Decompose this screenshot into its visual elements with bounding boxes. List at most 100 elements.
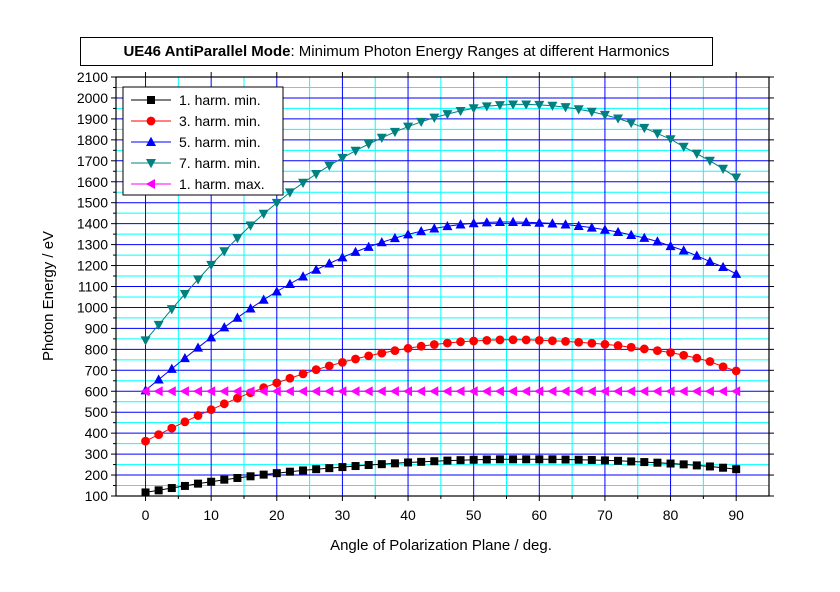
- data-point: [639, 386, 649, 397]
- data-point: [324, 258, 335, 268]
- data-point: [429, 386, 439, 397]
- data-point: [206, 405, 216, 415]
- y-tick-label: 600: [85, 383, 109, 399]
- data-point: [573, 105, 584, 115]
- data-point: [364, 460, 373, 469]
- data-point: [717, 386, 728, 397]
- data-point: [141, 436, 150, 446]
- data-point: [705, 357, 715, 366]
- data-point: [535, 455, 544, 464]
- legend-item-3: 5. harm. min.: [131, 134, 261, 150]
- data-point: [666, 348, 675, 357]
- data-point: [547, 101, 558, 111]
- legend-marker: [145, 179, 155, 189]
- data-point: [678, 142, 689, 152]
- data-point: [192, 386, 203, 397]
- data-point: [482, 455, 491, 464]
- data-point: [351, 354, 360, 364]
- data-point: [402, 386, 413, 397]
- data-point: [719, 463, 728, 472]
- data-point: [718, 164, 729, 174]
- data-point: [272, 469, 281, 478]
- data-point: [495, 335, 505, 345]
- data-point: [179, 352, 190, 363]
- data-point: [494, 216, 505, 226]
- data-point: [481, 102, 492, 112]
- data-point: [586, 222, 597, 232]
- data-point: [548, 336, 557, 346]
- data-point: [692, 353, 702, 363]
- data-point: [653, 458, 662, 467]
- data-point: [338, 357, 347, 367]
- data-point: [390, 459, 399, 468]
- data-point: [258, 209, 269, 220]
- data-point: [403, 229, 414, 239]
- y-tick-label: 1400: [77, 216, 108, 232]
- data-point: [311, 365, 321, 375]
- data-point: [389, 386, 399, 397]
- data-point: [574, 455, 583, 464]
- data-point: [219, 399, 229, 409]
- data-point: [509, 455, 518, 464]
- legend-item-2: 3. harm. min.: [131, 113, 261, 129]
- data-point: [521, 216, 532, 227]
- data-point: [679, 460, 688, 469]
- data-point: [665, 135, 676, 145]
- y-tick-label: 2000: [77, 90, 108, 106]
- data-point: [285, 373, 295, 383]
- data-point: [455, 386, 465, 397]
- y-tick-label: 1100: [78, 279, 108, 295]
- data-point: [416, 225, 427, 236]
- y-tick-label: 1500: [77, 195, 108, 211]
- data-point: [272, 378, 282, 388]
- data-point: [691, 149, 702, 159]
- y-tick-label: 1900: [77, 111, 108, 127]
- data-point: [507, 386, 518, 397]
- x-tick-label: 90: [728, 507, 744, 523]
- data-point: [495, 455, 504, 464]
- data-point: [363, 140, 374, 150]
- data-point: [718, 362, 728, 372]
- data-point: [219, 322, 230, 332]
- y-tick-label: 1700: [77, 153, 108, 169]
- series-2: [141, 335, 741, 446]
- data-point: [455, 106, 466, 117]
- data-point: [232, 386, 242, 397]
- data-point: [442, 386, 452, 397]
- data-point: [666, 459, 675, 468]
- data-point: [704, 256, 715, 266]
- y-tick-label: 400: [85, 425, 109, 441]
- data-point: [258, 386, 268, 397]
- legend-label: 7. harm. min.: [179, 155, 261, 171]
- series-4: [140, 100, 742, 346]
- series-3: [140, 216, 742, 395]
- data-point: [311, 169, 322, 180]
- data-point: [233, 473, 242, 482]
- data-point: [599, 224, 610, 234]
- data-point: [429, 113, 440, 123]
- data-point: [233, 393, 242, 403]
- data-point: [284, 386, 294, 397]
- data-point: [468, 218, 479, 228]
- data-point: [587, 338, 597, 348]
- legend-label: 1. harm. min.: [179, 92, 261, 108]
- data-point: [298, 178, 309, 188]
- data-point: [731, 173, 742, 183]
- data-point: [704, 386, 714, 397]
- data-point: [271, 286, 282, 296]
- y-tick-label: 1600: [77, 174, 108, 190]
- data-point: [219, 386, 229, 397]
- data-point: [442, 220, 453, 231]
- x-tick-label: 50: [466, 507, 482, 523]
- data-point: [350, 146, 361, 156]
- data-point: [599, 386, 609, 397]
- data-point: [154, 486, 163, 495]
- legend-label: 5. harm. min.: [179, 134, 261, 150]
- data-point: [547, 386, 557, 397]
- data-point: [167, 484, 176, 493]
- data-point: [534, 335, 544, 345]
- data-point: [206, 332, 217, 342]
- data-point: [508, 216, 519, 226]
- data-point: [429, 223, 440, 233]
